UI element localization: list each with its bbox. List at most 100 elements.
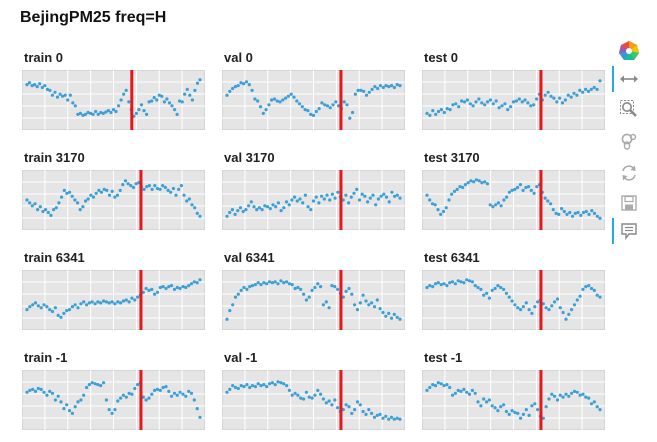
data-point: [242, 285, 246, 290]
data-point: [390, 84, 394, 88]
data-point: [487, 296, 491, 300]
data-point: [598, 295, 602, 299]
data-point: [378, 307, 382, 311]
data-point: [67, 308, 72, 312]
data-point: [180, 100, 184, 104]
data-point: [175, 393, 179, 397]
scatter-plot[interactable]: [422, 70, 605, 130]
scatter-plot[interactable]: [222, 170, 405, 230]
data-point: [102, 299, 106, 303]
scatter-plot[interactable]: [222, 370, 405, 430]
data-point: [164, 385, 168, 389]
data-point: [450, 280, 455, 284]
chart-toolbar: [612, 36, 646, 256]
scatter-plot[interactable]: [22, 370, 205, 430]
data-point: [150, 392, 154, 396]
data-point: [293, 286, 297, 291]
data-point: [319, 285, 323, 289]
reset-icon[interactable]: [616, 160, 642, 186]
data-point: [289, 92, 293, 96]
data-point: [364, 93, 369, 97]
data-point: [198, 78, 202, 82]
scatter-plot[interactable]: [422, 270, 605, 330]
data-point: [184, 394, 188, 398]
data-point: [398, 196, 402, 200]
data-point: [523, 98, 527, 102]
data-point: [296, 285, 300, 290]
data-point: [78, 208, 82, 212]
data-point: [195, 81, 200, 85]
data-point: [387, 311, 391, 315]
data-point: [395, 315, 399, 319]
hover-icon[interactable]: [616, 218, 642, 244]
chart-panel: val -1: [222, 350, 407, 440]
data-point: [555, 100, 559, 104]
data-point: [307, 295, 311, 299]
data-point: [231, 86, 235, 91]
data-point: [65, 403, 69, 407]
wheel-zoom-icon[interactable]: [616, 128, 642, 154]
data-point: [265, 205, 270, 209]
scatter-plot[interactable]: [422, 370, 605, 430]
data-point: [337, 104, 341, 108]
data-point: [163, 185, 167, 190]
data-point: [441, 209, 446, 214]
data-point: [378, 412, 382, 416]
data-point: [389, 415, 394, 419]
data-point: [490, 404, 494, 408]
data-point: [551, 208, 555, 212]
data-point: [99, 384, 103, 388]
data-point: [350, 292, 354, 296]
data-point: [144, 286, 148, 291]
data-point: [334, 100, 338, 104]
scatter-plot[interactable]: [422, 170, 605, 230]
data-point: [127, 100, 131, 104]
data-point: [285, 280, 289, 284]
pan-icon[interactable]: [616, 66, 642, 92]
data-point: [244, 208, 248, 212]
chart-title: val -1: [224, 350, 258, 365]
data-point: [97, 188, 101, 192]
data-point: [91, 195, 96, 199]
data-point: [104, 300, 108, 304]
data-point: [110, 411, 114, 415]
data-point: [530, 404, 534, 408]
data-point: [363, 194, 367, 198]
data-point: [61, 94, 65, 98]
data-point: [573, 211, 577, 215]
data-point: [263, 204, 267, 208]
save-icon[interactable]: [616, 190, 642, 216]
data-point: [463, 183, 467, 187]
data-point: [494, 203, 498, 207]
data-point: [134, 182, 138, 186]
data-point: [276, 380, 280, 384]
data-point: [116, 399, 120, 403]
data-point: [270, 281, 274, 285]
data-point: [287, 282, 291, 286]
data-point: [458, 185, 462, 189]
data-point: [55, 95, 60, 99]
data-point: [87, 383, 91, 387]
scatter-plot[interactable]: [22, 70, 205, 130]
box-zoom-icon[interactable]: [616, 96, 642, 122]
data-point: [60, 195, 64, 199]
data-point: [299, 396, 303, 400]
data-point: [258, 105, 263, 109]
data-point: [295, 199, 299, 203]
scatter-plot[interactable]: [22, 270, 205, 330]
data-point: [362, 89, 366, 93]
scatter-plot[interactable]: [22, 170, 205, 230]
scatter-plot[interactable]: [222, 270, 405, 330]
data-point: [303, 108, 307, 112]
data-point: [480, 101, 484, 105]
data-point: [52, 208, 56, 212]
data-point: [521, 305, 525, 309]
scatter-plot[interactable]: [222, 70, 405, 130]
bokeh-logo-icon[interactable]: [616, 38, 642, 64]
data-point: [40, 85, 44, 90]
data-point: [472, 180, 476, 184]
data-point: [333, 285, 337, 289]
data-point: [155, 387, 160, 391]
data-point: [378, 84, 383, 88]
data-point: [242, 385, 246, 389]
